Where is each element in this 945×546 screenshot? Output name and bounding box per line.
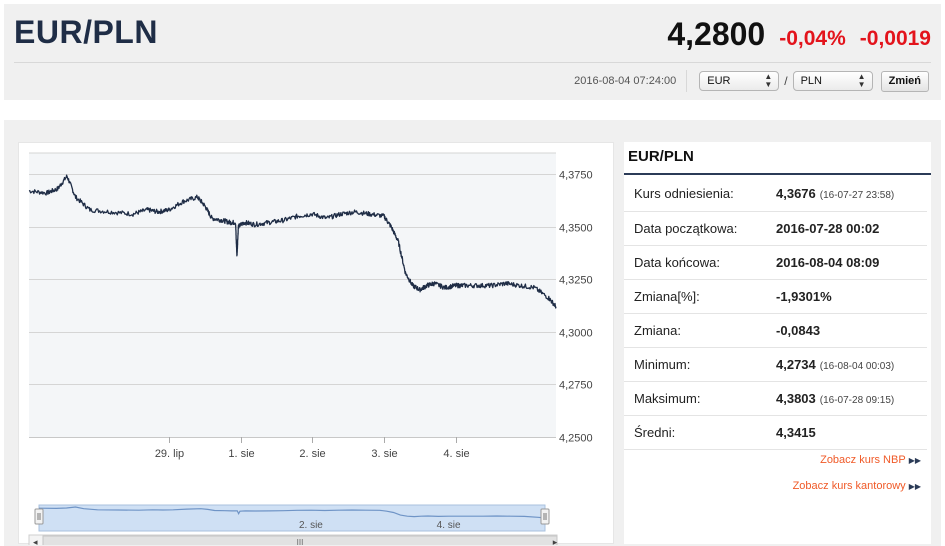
info-title: EUR/PLN <box>628 148 694 165</box>
scrollbar-thumb[interactable] <box>42 535 558 545</box>
info-value-timestamp: (16-07-27 23:58) <box>819 190 895 202</box>
scroll-left-arrow-icon[interactable]: ◂ <box>33 538 38 545</box>
price-chart[interactable]: 4,3750 4,3500 4,3250 4,3000 4,2750 4,2500 29. … <box>19 143 615 545</box>
series-line <box>28 174 557 309</box>
info-value-text: 4,3676 <box>776 186 816 202</box>
info-row-value: 4,3415 <box>776 415 927 449</box>
info-row: Minimum: 4,2734 (16-08-04 00:03) <box>624 347 927 381</box>
from-currency-value: EUR <box>707 75 731 87</box>
info-value-text: -0,0843 <box>776 322 821 338</box>
info-value-timestamp: (16-07-28 09:15) <box>819 394 895 406</box>
info-title-underline <box>624 173 931 175</box>
info-panel: EUR/PLN Kurs odniesienia: 4,3676 (16-07-27… <box>624 142 931 544</box>
info-row-label: Data końcowa: <box>634 254 720 270</box>
info-row-value: -0,0843 <box>776 313 927 347</box>
scrollbar-grip-icon: III <box>297 538 304 545</box>
navigator-selection <box>38 504 546 532</box>
plot-area <box>29 153 556 437</box>
y-tick-label: 4,3000 <box>559 328 593 340</box>
select-arrows-icon: ▲ ▼ <box>857 72 866 89</box>
nbp-rate-link-label: Zobacz kurs NBP <box>820 454 906 466</box>
nbp-rate-link[interactable]: Zobacz kurs NBP ▶▶ <box>820 454 921 466</box>
info-value-text: 4,3803 <box>776 390 816 406</box>
info-row: Maksimum: 4,3803 (16-07-28 09:15) <box>624 381 927 415</box>
navigator-series-line <box>38 506 546 519</box>
quote-header: EUR/PLN 4,2800 -0,04% -0,0019 2016-08-04… <box>4 4 941 100</box>
info-row: Zmiana: -0,0843 <box>624 313 927 347</box>
info-row-value: 2016-08-04 08:09 <box>776 245 927 279</box>
info-row-value: 4,3676 (16-07-27 23:58) <box>776 177 927 211</box>
info-row: Średni: 4,3415 <box>624 415 927 449</box>
info-row: Kurs odniesienia: 4,3676 (16-07-27 23:58) <box>624 177 927 211</box>
chart-container: 4,3750 4,3500 4,3250 4,3000 4,2750 4,2500 29. … <box>18 142 615 545</box>
quote-timestamp: 2016-08-04 07:24:00 <box>574 75 677 87</box>
info-row: Data początkowa: 2016-07-28 00:02 <box>624 211 927 245</box>
info-value-text: 2016-07-28 00:02 <box>776 220 880 236</box>
info-table: Kurs odniesienia: 4,3676 (16-07-27 23:58) D… <box>624 177 927 450</box>
currency-separator: / <box>784 74 788 88</box>
header-divider <box>14 62 931 63</box>
toolbar-separator <box>686 70 688 92</box>
y-tick-label: 4,3500 <box>559 223 593 235</box>
info-row-label: Zmiana: <box>634 322 681 338</box>
x-tick-label: 4. sie <box>443 448 469 460</box>
info-row: Zmiana[%]: -1,9301% <box>624 279 927 313</box>
change-absolute: -0,0019 <box>859 27 931 50</box>
x-tick-label: 1. sie <box>228 448 254 460</box>
exchange-office-link-label: Zobacz kurs kantorowy <box>792 480 906 492</box>
y-tick-label: 4,2500 <box>559 433 593 445</box>
from-currency-select[interactable]: EUR ▲ ▼ <box>699 71 780 91</box>
page-title: EUR/PLN <box>14 14 158 50</box>
navigator-right-handle[interactable] <box>540 508 550 525</box>
info-value-text: -1,9301% <box>776 288 832 304</box>
currency-toolbar: 2016-08-04 07:24:00 EUR ▲ ▼ / PLN ▲ ▼ Zmie… <box>574 70 929 92</box>
quote-summary: 4,2800 -0,04% -0,0019 <box>667 16 931 53</box>
change-percent: -0,04% <box>779 27 846 50</box>
change-button[interactable]: Zmień <box>880 70 929 92</box>
double-arrow-icon: ▶▶ <box>908 482 921 491</box>
info-row-value: 4,2734 (16-08-04 00:03) <box>776 347 927 381</box>
info-value-text: 4,3415 <box>776 424 816 440</box>
double-arrow-icon: ▶▶ <box>908 456 921 465</box>
info-row-value: -1,9301% <box>776 279 927 313</box>
info-value-text: 4,2734 <box>776 356 816 372</box>
navigator-tick-label: 4. sie <box>437 520 461 531</box>
info-value-text: 2016-08-04 08:09 <box>776 254 880 270</box>
y-tick-label: 4,3750 <box>559 170 593 182</box>
exchange-office-rate-link[interactable]: Zobacz kurs kantorowy ▶▶ <box>793 480 921 492</box>
info-row-label: Data początkowa: <box>634 220 738 236</box>
navigator-tick-label: 2. sie <box>299 520 323 531</box>
to-currency-value: PLN <box>800 75 822 87</box>
info-value-timestamp: (16-08-04 00:03) <box>819 360 895 372</box>
info-row-label: Maksimum: <box>634 390 701 406</box>
info-row-label: Minimum: <box>634 356 691 372</box>
info-row-label: Kurs odniesienia: <box>634 186 734 202</box>
x-tick-label: 2. sie <box>299 448 325 460</box>
info-row: Data końcowa: 2016-08-04 08:09 <box>624 245 927 279</box>
info-row-label: Zmiana[%]: <box>634 288 700 304</box>
to-currency-select[interactable]: PLN ▲ ▼ <box>792 71 873 91</box>
info-row-value: 4,3803 (16-07-28 09:15) <box>776 381 927 415</box>
current-price: 4,2800 <box>667 16 766 52</box>
select-arrows-icon: ▲ ▼ <box>764 72 773 89</box>
navigator-left-handle[interactable] <box>34 508 44 525</box>
info-row-label: Średni: <box>634 424 676 440</box>
info-row-value: 2016-07-28 00:02 <box>776 211 927 245</box>
scroll-right-arrow-icon[interactable]: ▸ <box>553 538 558 545</box>
x-tick-label: 29. lip <box>155 448 184 460</box>
x-tick-label: 3. sie <box>371 448 397 460</box>
y-tick-label: 4,2750 <box>559 380 593 392</box>
y-tick-label: 4,3250 <box>559 275 593 287</box>
main-panel: 4,3750 4,3500 4,3250 4,3000 4,2750 4,2500 29. … <box>4 120 941 546</box>
